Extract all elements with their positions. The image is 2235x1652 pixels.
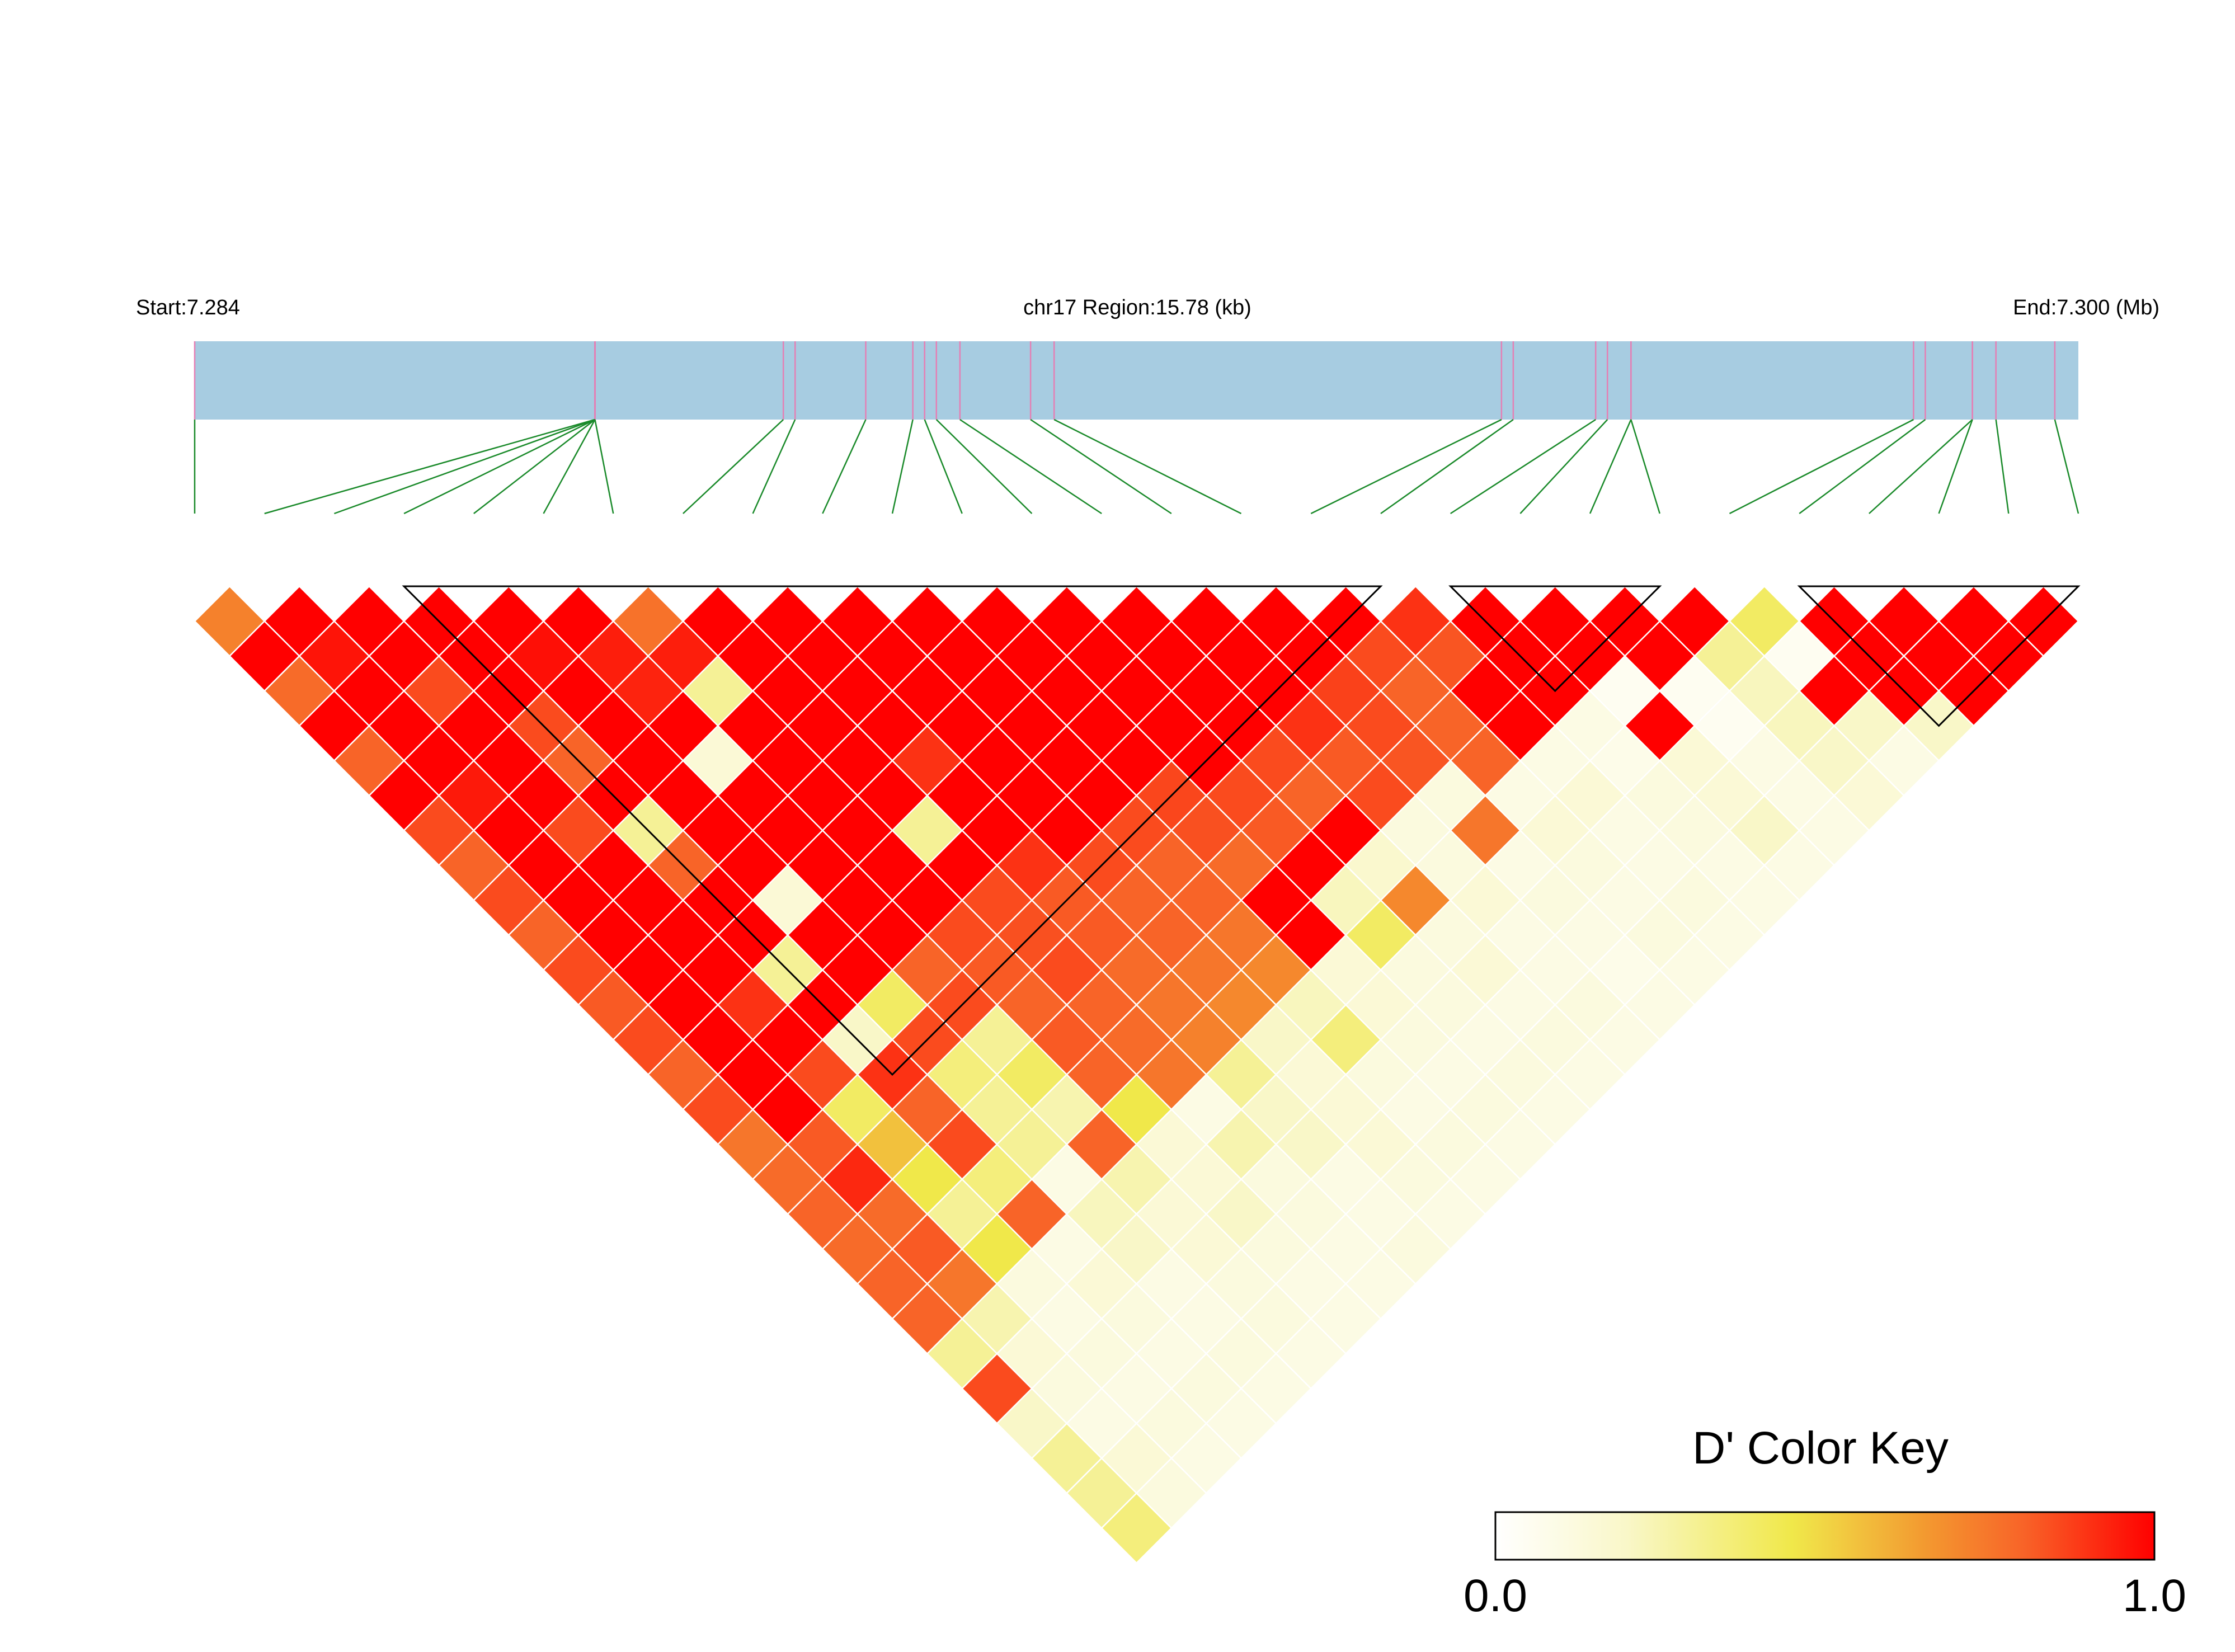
- snp-connector: [1630, 419, 1660, 514]
- ld-cell: [1100, 1492, 1173, 1564]
- snp-connector: [2054, 419, 2079, 514]
- snp-connector: [1030, 418, 1172, 515]
- haplotype-block-outline: [402, 585, 1383, 1076]
- ld-cells: [194, 585, 2079, 1564]
- snp-connector: [959, 418, 1102, 515]
- snp-connector: [924, 419, 963, 514]
- snp-connector: [1450, 418, 1596, 515]
- color-key-max-label: 1.0: [2123, 1570, 2186, 1621]
- snp-connector: [822, 419, 867, 514]
- region-bar: [195, 341, 2078, 420]
- color-key-bar: [1494, 1511, 2156, 1561]
- snp-connector: [1310, 418, 1502, 515]
- end-label: End:7.300 (Mb): [2013, 296, 2159, 319]
- snp-connector: [1799, 418, 1926, 515]
- snp-connector: [935, 419, 1033, 514]
- snp-connector: [683, 419, 784, 514]
- haplotype-block-outline: [1448, 585, 1662, 693]
- snp-connector: [594, 419, 614, 514]
- snp-connector: [333, 418, 595, 515]
- snp-connector: [473, 419, 596, 514]
- color-key-title: D' Color Key: [1692, 1423, 1949, 1474]
- snp-connector: [1589, 419, 1632, 514]
- region-label: chr17 Region:15.78 (kb): [1023, 296, 1251, 319]
- snp-ticks: [194, 341, 2056, 420]
- snp-connector: [1729, 418, 1914, 515]
- color-key-min-label: 0.0: [1464, 1570, 1527, 1621]
- snp-connector: [1938, 419, 1973, 514]
- snp-connector: [264, 418, 595, 515]
- color-key-legend: D' Color Key 0.0 1.0: [1464, 1423, 2186, 1621]
- snp-connector: [543, 419, 596, 514]
- snp-connector: [1053, 418, 1242, 515]
- snp-connector: [891, 419, 914, 514]
- haplotype-block-outline: [1797, 585, 2081, 727]
- snp-connectors: [194, 418, 2079, 515]
- snp-connector: [403, 418, 596, 515]
- snp-connector: [1519, 419, 1608, 514]
- snp-connector: [1995, 419, 2010, 514]
- snp-connector: [1869, 419, 1973, 514]
- start-label: Start:7.284: [136, 296, 240, 319]
- snp-connector: [752, 419, 796, 514]
- haplotype-blocks: [402, 585, 2081, 1076]
- snp-connector: [1380, 418, 1514, 515]
